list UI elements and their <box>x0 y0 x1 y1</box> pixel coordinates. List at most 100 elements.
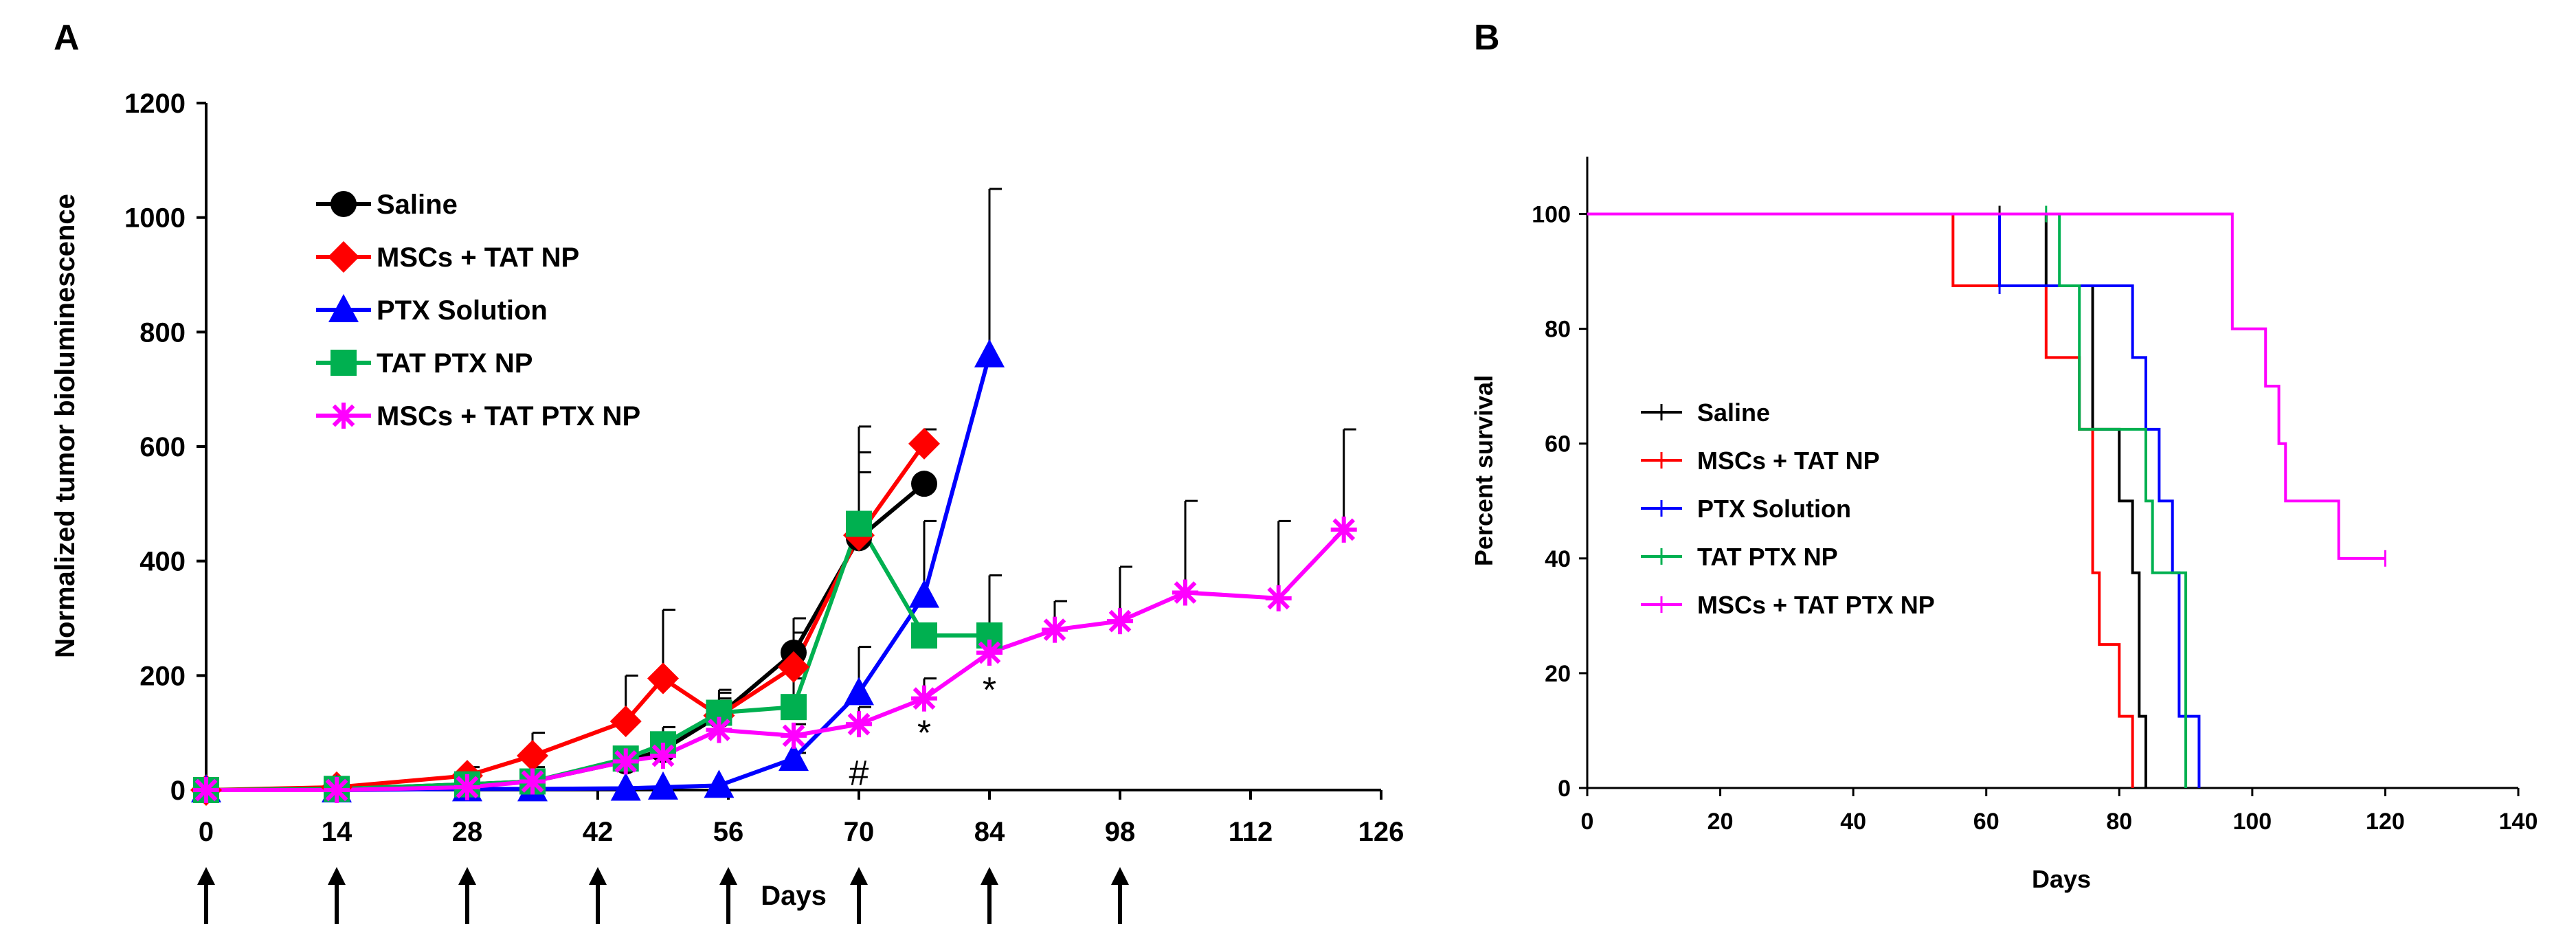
panel-a-legend-label: MSCs + TAT NP <box>377 243 579 273</box>
panel-b-x-tick-label: 60 <box>1973 809 2000 835</box>
panel-b-x-axis-label: Days <box>2032 865 2091 893</box>
panel-a-legend-marker <box>331 403 357 429</box>
treatment-arrow-head <box>328 867 346 885</box>
panel-a-data-point <box>650 743 676 769</box>
panel-a-y-tick-label: 800 <box>139 317 186 348</box>
panel-a-data-point <box>706 717 732 743</box>
panel-b-x-tick-label: 0 <box>1581 809 1594 835</box>
panel-b-x-tick-label: 80 <box>2106 809 2132 835</box>
panel-a-x-tick-label: 56 <box>713 817 744 847</box>
panel-b-survival-curve-0 <box>1587 212 2147 788</box>
panel-a-data-point <box>612 748 639 775</box>
panel-b-y-tick-label: 20 <box>1545 661 1571 687</box>
panel-b-legend-label: Saline <box>1697 398 1770 427</box>
panel-a-data-point <box>1042 616 1068 643</box>
treatment-arrow-head <box>1111 867 1129 885</box>
panel-a-series-line-1 <box>205 442 926 792</box>
panel-a-legend: Saline MSCs + TAT NP PTX Solution TAT PTX N… <box>316 190 640 431</box>
panel-a-data-point <box>324 777 350 803</box>
treatment-arrow-head <box>981 867 998 885</box>
panel-b-y-tick-label: 60 <box>1545 431 1571 458</box>
panel-b-x-tick-label: 140 <box>2499 809 2538 835</box>
panel-a-data-point <box>846 510 872 537</box>
panel-b-survival-curve-2 <box>1587 212 2201 788</box>
panel-b-y-tick-label: 0 <box>1558 776 1571 802</box>
panel-a-data-point <box>974 339 1005 368</box>
panel-a-data-point <box>1172 579 1198 606</box>
panel-a-x-tick-label: 126 <box>1358 817 1404 847</box>
panel-b-legend-label: TAT PTX NP <box>1697 543 1838 571</box>
panel-a-data-point <box>781 722 807 749</box>
panel-a-treatment-arrows <box>197 867 1129 924</box>
panel-a-data-point <box>517 740 548 772</box>
panel-b-y-tick-label: 100 <box>1532 202 1571 228</box>
panel-b-y-axis-label: Percent survival <box>1470 375 1498 566</box>
panel-a-data-point <box>781 694 807 721</box>
panel-a-markers <box>190 339 1357 806</box>
treatment-arrow-head <box>850 867 868 885</box>
panel-a-x-tick-label: 84 <box>974 817 1005 847</box>
panel-a-x-tick-label: 70 <box>844 817 875 847</box>
panel-a-data-point <box>704 769 735 798</box>
panel-a-y-tick-label: 400 <box>139 547 186 577</box>
panel-a-y-tick-label: 1000 <box>124 203 186 234</box>
panel-a-data-point <box>908 427 940 460</box>
panel-a-data-point <box>846 711 872 738</box>
panel-a-legend-label: Saline <box>377 190 458 220</box>
panel-a-data-point <box>610 772 641 801</box>
panel-a-data-point <box>1107 608 1133 635</box>
panel-b-survival-curve-1 <box>1587 212 2134 788</box>
panel-a-y-tick-label: 600 <box>139 432 186 462</box>
panel-b-legend-label: MSCs + TAT NP <box>1697 447 1880 475</box>
panel-b-y-tick-label: 80 <box>1545 317 1571 343</box>
panel-b-survival-curve-4 <box>1587 212 2386 560</box>
panel-a-x-tick-label: 28 <box>452 817 483 847</box>
panel-a-data-point <box>909 579 939 608</box>
panel-a-y-tick-label: 0 <box>170 776 186 806</box>
panel-b-x-tick-label: 120 <box>2366 809 2405 835</box>
panel-b-y-tick-label: 40 <box>1545 546 1571 572</box>
panel-b-x-tick-label: 40 <box>1840 809 1866 835</box>
panel-a-data-point <box>911 622 937 649</box>
panel-a-series-line-3 <box>205 519 989 792</box>
panel-b-x-tick-label: 100 <box>2232 809 2272 835</box>
panel-a-data-point <box>976 640 1003 666</box>
panel-b: B Percent survival Days 0 20 40 60 80 100 0 20 4… <box>1470 18 2538 893</box>
panel-a-letter: A <box>54 18 80 58</box>
panel-a-x-tick-label: 98 <box>1105 817 1136 847</box>
panel-a-x-tick-label: 112 <box>1229 817 1273 847</box>
panel-a-significance-mark: * <box>983 671 996 710</box>
panel-b-letter: B <box>1474 18 1500 58</box>
panel-a-data-point <box>778 651 809 683</box>
panel-a-legend-marker <box>328 241 359 273</box>
panel-a-data-point <box>609 706 642 737</box>
panel-a-significance-mark: # <box>849 754 869 793</box>
panel-a-data-point <box>647 662 679 695</box>
panel-a-data-point <box>648 771 678 800</box>
panel-a-series-line-4 <box>206 528 1345 792</box>
treatment-arrow-head <box>197 867 215 885</box>
treatment-arrow-head <box>589 867 607 885</box>
panel-a-data-point <box>454 774 480 800</box>
panel-b-survival-curve-3 <box>1587 212 2188 788</box>
panel-b-axes: 0 20 40 60 80 100 0 20 40 60 80 100 120 140 <box>1532 157 2538 835</box>
panel-a-x-tick-label: 0 <box>199 817 214 847</box>
panel-a-x-tick-label: 14 <box>322 817 352 847</box>
panel-a-x-axis-label: Days <box>761 881 827 911</box>
panel-a-legend-label: TAT PTX NP <box>377 348 533 379</box>
panel-a-y-axis-label: Normalized tumor bioluminescence <box>50 194 80 658</box>
panel-a-significance-mark: * <box>917 714 931 754</box>
treatment-arrow-head <box>458 867 476 885</box>
panel-b-legend-label: MSCs + TAT PTX NP <box>1697 591 1935 619</box>
panel-b-legend-label: PTX Solution <box>1697 495 1851 523</box>
panel-a-data-point <box>911 471 937 497</box>
panel-a-legend-marker <box>331 191 357 217</box>
panel-b-survival-curves <box>1587 205 2386 788</box>
panel-a-y-tick-label: 200 <box>139 661 186 691</box>
panel-a-legend-label: MSCs + TAT PTX NP <box>377 401 640 431</box>
panel-a-data-point <box>1265 585 1292 611</box>
panel-a-data-point <box>193 777 219 803</box>
panel-a-x-tick-label: 42 <box>583 817 614 847</box>
panel-a-legend-label: PTX Solution <box>377 295 548 326</box>
